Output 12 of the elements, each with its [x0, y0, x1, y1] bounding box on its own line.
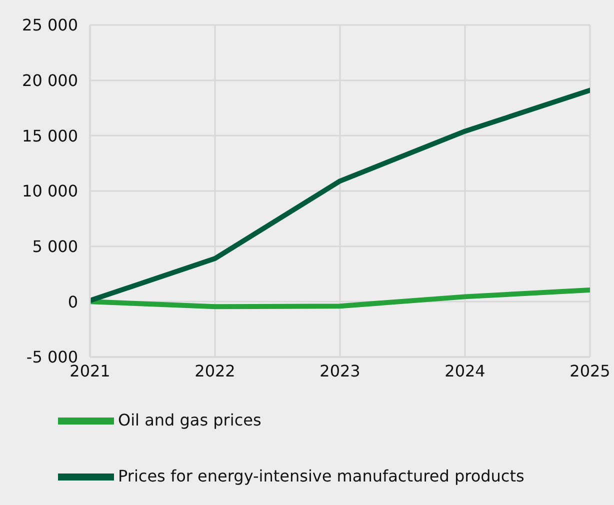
x-tick-label: 2023 — [320, 361, 360, 380]
x-tick-label: 2022 — [194, 361, 236, 380]
x-tick-label: 2024 — [444, 361, 486, 380]
x-tick-label: 2025 — [570, 361, 610, 380]
y-tick-label: 5 000 — [32, 237, 78, 256]
y-tick-label: 10 000 — [22, 182, 78, 201]
legend-label: Prices for energy-intensive manufactured products — [118, 466, 524, 486]
y-tick-label: 0 — [68, 292, 78, 312]
legend-label: Oil and gas prices — [118, 410, 262, 430]
y-tick-label: 25 000 — [22, 16, 78, 35]
y-tick-label: 15 000 — [22, 126, 78, 146]
y-tick-label: 20 000 — [22, 71, 78, 90]
